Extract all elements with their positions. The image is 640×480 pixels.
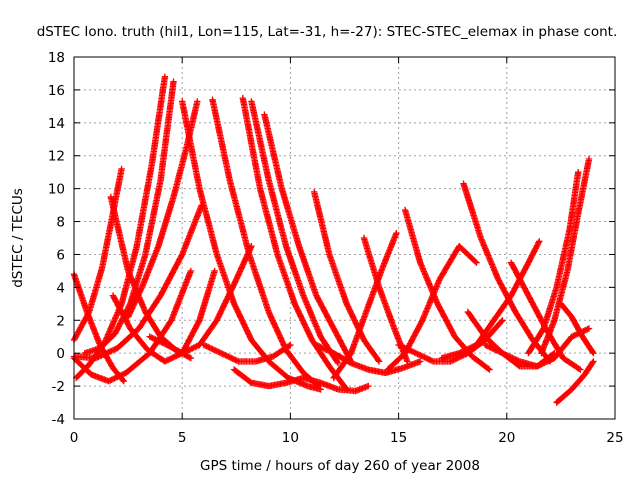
- chart-title: dSTEC Iono. truth (hil1, Lon=115, Lat=-3…: [37, 24, 618, 40]
- y-tick-label: 6: [56, 247, 65, 263]
- data-point-markers: [401, 206, 493, 373]
- series-21: [313, 341, 424, 377]
- y-tick-label: -4: [52, 412, 65, 428]
- data-point-markers: [81, 78, 177, 357]
- y-tick-label: -2: [52, 379, 65, 395]
- data-point-markers: [482, 325, 593, 370]
- series-15: [248, 98, 342, 367]
- y-tick-label: 14: [48, 116, 65, 132]
- x-axis-label: GPS time / hours of day 260 of year 2008: [200, 458, 480, 474]
- data-point-markers: [209, 96, 322, 390]
- series-11: [209, 96, 322, 390]
- series-25: [460, 180, 554, 365]
- y-tick-label: 12: [48, 149, 65, 165]
- y-tick-label: 2: [56, 313, 65, 329]
- series-20: [360, 234, 411, 365]
- data-point-markers: [248, 98, 342, 367]
- series-22: [401, 206, 493, 373]
- x-tick-label: 5: [178, 430, 187, 446]
- plot-frame: [73, 56, 616, 420]
- y-tick-label: 16: [48, 83, 65, 99]
- y-tick-label: 0: [56, 346, 65, 362]
- series-30: [538, 155, 593, 357]
- data-point-markers: [384, 243, 480, 373]
- series-4: [73, 73, 169, 382]
- x-tick-label: 0: [70, 430, 79, 446]
- axis-ticks: 0 5 10 15 20 25 -4 -2 0 2 4 6 8 10 12 14 16 18: [48, 50, 624, 446]
- data-point-markers: [311, 188, 383, 365]
- y-tick-label: 4: [56, 280, 65, 296]
- data-point-markers: [557, 300, 597, 357]
- data-point-markers: [73, 73, 169, 382]
- data-points: [70, 73, 597, 406]
- data-point-markers: [313, 341, 424, 377]
- x-tick-label: 10: [282, 430, 299, 446]
- data-point-markers: [460, 180, 554, 365]
- series-29: [482, 325, 593, 370]
- series-32: [553, 358, 597, 406]
- data-point-markers: [230, 366, 372, 395]
- x-tick-label: 20: [498, 430, 515, 446]
- data-point-markers: [146, 243, 255, 357]
- series-13: [146, 243, 255, 357]
- series-24: [384, 243, 480, 373]
- x-tick-label: 25: [606, 430, 623, 446]
- data-point-markers: [360, 234, 411, 365]
- series-33: [557, 300, 597, 357]
- series-16: [261, 111, 355, 365]
- series-14: [239, 94, 350, 393]
- series-31: [525, 169, 582, 357]
- series-26: [438, 238, 543, 362]
- y-tick-label: 18: [48, 50, 65, 66]
- series-18: [311, 188, 383, 365]
- y-tick-label: 10: [48, 182, 65, 198]
- data-point-markers: [538, 155, 593, 357]
- series-10: [179, 98, 324, 393]
- data-point-markers: [438, 238, 543, 362]
- series-12: [200, 341, 294, 365]
- data-point-markers: [239, 94, 350, 393]
- y-tick-label: 8: [56, 215, 65, 231]
- y-axis-label: dSTEC / TECUs: [10, 188, 26, 288]
- series-6: [81, 78, 177, 357]
- x-tick-label: 15: [390, 430, 407, 446]
- series-17: [230, 366, 372, 395]
- data-point-markers: [553, 358, 597, 406]
- data-point-markers: [200, 341, 294, 365]
- data-point-markers: [525, 169, 582, 357]
- data-point-markers: [179, 98, 324, 393]
- data-point-markers: [261, 111, 355, 365]
